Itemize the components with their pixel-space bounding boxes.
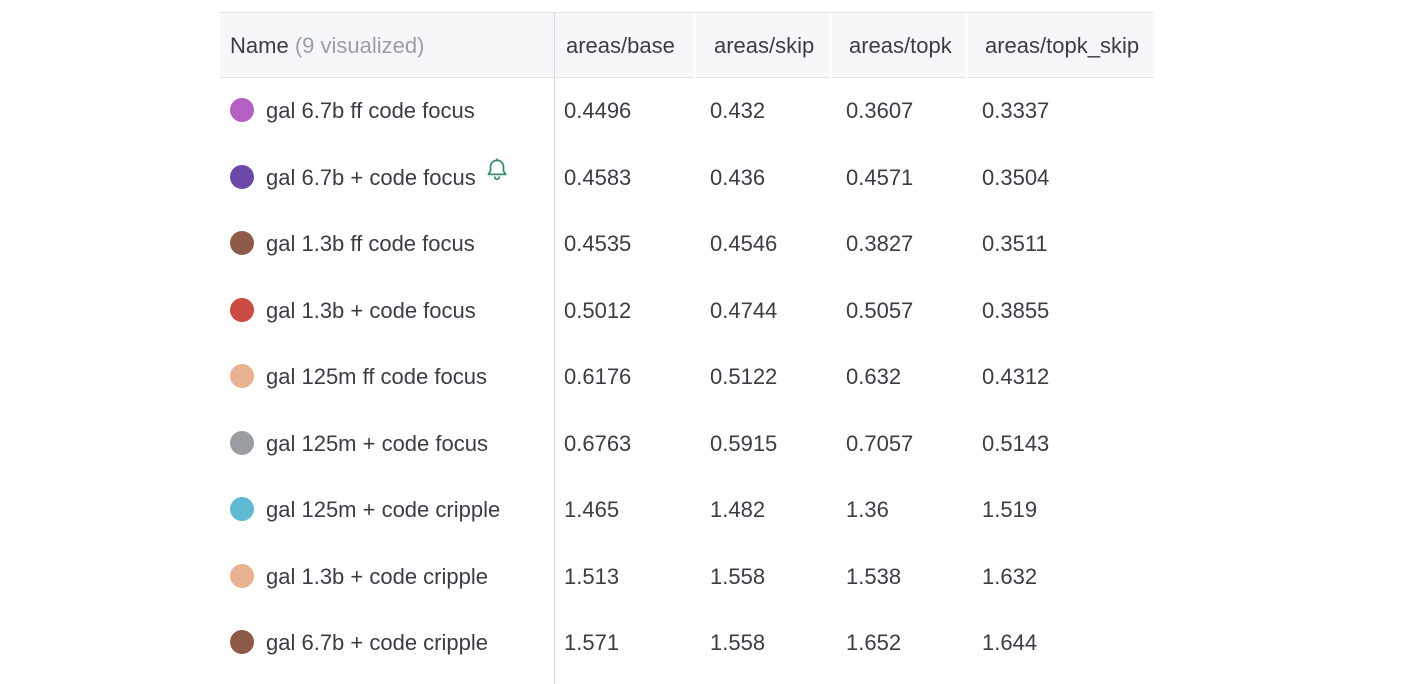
value-areas-skip: 1.558 bbox=[710, 630, 766, 655]
run-name[interactable]: gal 1.3b + code focus bbox=[266, 297, 476, 323]
run-name-cell[interactable]: gal 6.7b ff code focus bbox=[230, 78, 475, 145]
table-row[interactable]: gal 125m ff code focus 0.6176 0.5122 0.632 0… bbox=[220, 344, 1154, 411]
run-name-cell[interactable]: gal 125m ff code focus bbox=[230, 344, 487, 411]
value-areas-topk: 1.538 bbox=[846, 563, 902, 589]
value-areas-skip: 1.558 bbox=[710, 563, 766, 589]
bell-icon[interactable] bbox=[484, 142, 510, 209]
table-row[interactable]: gal 6.7b + code focus 0.4583 0.436 0.4571 0.… bbox=[220, 145, 1154, 212]
run-color-dot[interactable] bbox=[230, 164, 254, 189]
value-areas-topk-skip: 0.5143 bbox=[982, 430, 1050, 456]
name-column-header[interactable]: Name (9 visualized) bbox=[230, 13, 424, 79]
visualized-count: (9 visualized) bbox=[294, 33, 425, 58]
value-areas-topk: 0.3607 bbox=[846, 98, 914, 123]
table-row[interactable]: gal 125m + code focus 0.6763 0.5915 0.7057 0… bbox=[220, 411, 1154, 478]
value-areas-skip: 1.482 bbox=[710, 497, 766, 522]
value-areas-base: 0.4496 bbox=[564, 98, 632, 123]
value-areas-skip: 0.4546 bbox=[710, 231, 778, 256]
table-row[interactable]: gal 125m + code cripple 1.465 1.482 1.36 1.5… bbox=[220, 477, 1154, 544]
table-header: Name (9 visualized) areas/base areas/ski… bbox=[220, 12, 1154, 79]
run-color-dot[interactable] bbox=[230, 364, 254, 389]
column-header-areas-topk-skip[interactable]: areas/topk_skip bbox=[966, 13, 1154, 79]
run-name[interactable]: gal 6.7b + code focus bbox=[266, 164, 476, 190]
table-row[interactable]: gal 6.7b + code cripple 1.571 1.558 1.652 1.… bbox=[220, 610, 1154, 677]
run-color-dot[interactable] bbox=[230, 297, 254, 322]
value-areas-base: 1.465 bbox=[564, 497, 620, 522]
run-name[interactable]: gal 125m ff code focus bbox=[266, 364, 487, 389]
value-areas-topk-skip: 1.644 bbox=[982, 630, 1038, 655]
name-header-label: Name bbox=[230, 33, 289, 58]
column-header-areas-base[interactable]: areas/base bbox=[566, 33, 675, 58]
value-areas-base: 1.571 bbox=[564, 630, 620, 655]
table-row[interactable]: gal 6.7b ff code focus 0.4496 0.432 0.3607 0… bbox=[220, 78, 1154, 145]
run-name-cell[interactable]: gal 125m + code cripple bbox=[230, 477, 500, 544]
runs-table: Name (9 visualized) areas/base areas/ski… bbox=[220, 12, 1154, 684]
table-row[interactable]: gal 1.3b + code cripple 1.513 1.558 1.538 1.… bbox=[220, 544, 1154, 611]
value-areas-topk-skip: 0.3855 bbox=[982, 297, 1050, 323]
value-areas-base: 0.6176 bbox=[564, 364, 632, 389]
value-areas-topk: 0.7057 bbox=[846, 430, 914, 456]
value-areas-topk-skip: 0.3511 bbox=[982, 231, 1048, 256]
value-areas-topk: 0.632 bbox=[846, 364, 902, 389]
value-areas-topk-skip: 0.3337 bbox=[982, 98, 1050, 123]
value-areas-topk: 0.5057 bbox=[846, 297, 914, 323]
value-areas-topk-skip: 0.3504 bbox=[982, 164, 1050, 190]
table-body: gal 6.7b ff code focus 0.4496 0.432 0.3607 0… bbox=[220, 78, 1154, 677]
value-areas-base: 0.4535 bbox=[564, 231, 632, 256]
value-areas-topk: 0.4571 bbox=[846, 164, 914, 190]
run-name[interactable]: gal 1.3b + code cripple bbox=[266, 563, 488, 589]
run-name-cell[interactable]: gal 1.3b + code cripple bbox=[230, 544, 488, 611]
table-row[interactable]: gal 1.3b ff code focus 0.4535 0.4546 0.3827… bbox=[220, 211, 1154, 278]
value-areas-skip: 0.432 bbox=[710, 98, 766, 123]
value-areas-topk-skip: 1.632 bbox=[982, 563, 1038, 589]
run-color-dot[interactable] bbox=[230, 231, 254, 256]
run-name[interactable]: gal 125m + code focus bbox=[266, 430, 488, 456]
value-areas-base: 0.6763 bbox=[564, 430, 632, 456]
value-areas-topk: 1.36 bbox=[846, 497, 889, 522]
value-areas-skip: 0.4744 bbox=[710, 297, 778, 323]
run-name-cell[interactable]: gal 1.3b + code focus bbox=[230, 278, 476, 345]
value-areas-skip: 0.5915 bbox=[710, 430, 778, 456]
run-name-cell[interactable]: gal 6.7b + code cripple bbox=[230, 610, 488, 677]
value-areas-topk: 1.652 bbox=[846, 630, 902, 655]
name-column-divider[interactable] bbox=[554, 12, 555, 684]
value-areas-topk-skip: 0.4312 bbox=[982, 364, 1050, 389]
run-name[interactable]: gal 6.7b + code cripple bbox=[266, 630, 488, 655]
run-name[interactable]: gal 125m + code cripple bbox=[266, 497, 501, 522]
run-name[interactable]: gal 1.3b ff code focus bbox=[266, 231, 475, 256]
run-color-dot[interactable] bbox=[230, 98, 254, 123]
run-name-cell[interactable]: gal 1.3b ff code focus bbox=[230, 211, 475, 278]
run-name-cell[interactable]: gal 125m + code focus bbox=[230, 411, 488, 478]
value-areas-topk: 0.3827 bbox=[846, 231, 914, 256]
column-header-areas-topk[interactable]: areas/topk bbox=[830, 13, 966, 79]
value-areas-base: 0.4583 bbox=[564, 164, 632, 190]
run-color-dot[interactable] bbox=[230, 630, 254, 655]
run-name-cell[interactable]: gal 6.7b + code focus bbox=[230, 145, 510, 212]
value-areas-base: 1.513 bbox=[564, 563, 620, 589]
column-header-areas-skip[interactable]: areas/skip bbox=[694, 13, 830, 79]
value-areas-skip: 0.5122 bbox=[710, 364, 778, 389]
run-color-dot[interactable] bbox=[230, 430, 254, 455]
table-row[interactable]: gal 1.3b + code focus 0.5012 0.4744 0.5057 0… bbox=[220, 278, 1154, 345]
value-areas-skip: 0.436 bbox=[710, 164, 766, 190]
run-color-dot[interactable] bbox=[230, 563, 254, 588]
run-color-dot[interactable] bbox=[230, 497, 254, 522]
value-areas-topk-skip: 1.519 bbox=[982, 497, 1038, 522]
run-name[interactable]: gal 6.7b ff code focus bbox=[266, 98, 475, 123]
value-areas-base: 0.5012 bbox=[564, 297, 632, 323]
